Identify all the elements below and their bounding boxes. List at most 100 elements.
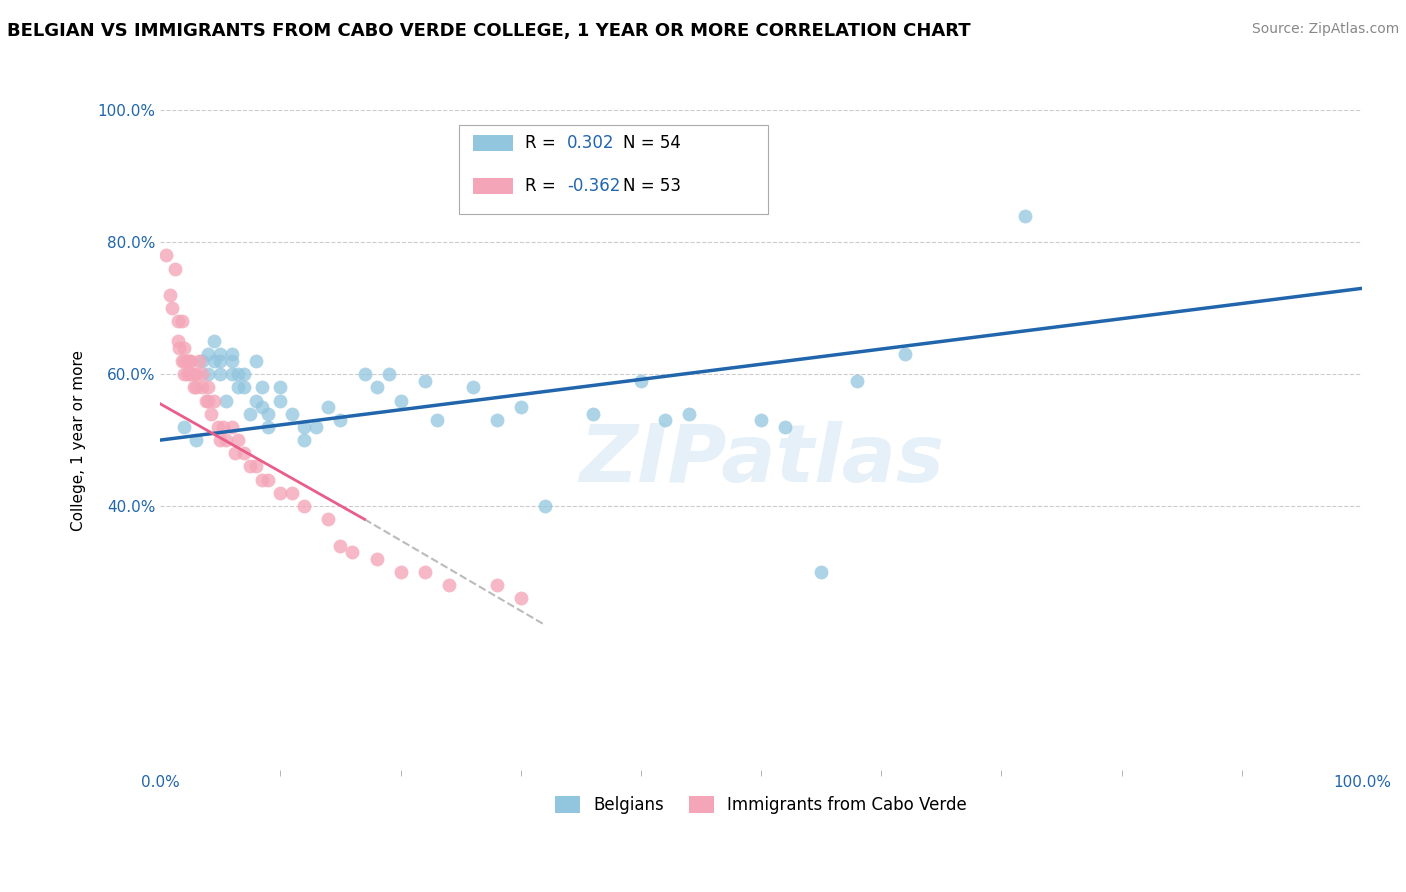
- Point: [773, 420, 796, 434]
- Point: [329, 539, 352, 553]
- Point: [202, 354, 225, 368]
- Point: [186, 380, 208, 394]
- Point: [461, 380, 484, 394]
- Point: [191, 354, 214, 368]
- Point: [173, 420, 195, 434]
- Point: [209, 354, 232, 368]
- Point: [215, 393, 238, 408]
- Text: BELGIAN VS IMMIGRANTS FROM CABO VERDE COLLEGE, 1 YEAR OR MORE CORRELATION CHART: BELGIAN VS IMMIGRANTS FROM CABO VERDE CO…: [7, 22, 970, 40]
- Point: [155, 248, 177, 262]
- Point: [215, 433, 238, 447]
- Point: [228, 380, 250, 394]
- Point: [239, 407, 262, 421]
- Point: [749, 413, 772, 427]
- Point: [183, 380, 205, 394]
- Point: [437, 578, 460, 592]
- Point: [224, 446, 246, 460]
- Point: [176, 354, 198, 368]
- Text: N = 54: N = 54: [623, 134, 681, 152]
- Point: [179, 354, 201, 368]
- Point: [200, 407, 222, 421]
- Point: [197, 380, 219, 394]
- Point: [366, 380, 388, 394]
- Point: [678, 407, 700, 421]
- Point: [228, 433, 250, 447]
- Point: [318, 400, 340, 414]
- Point: [207, 420, 229, 434]
- Point: [169, 341, 191, 355]
- Point: [257, 473, 280, 487]
- Point: [281, 407, 304, 421]
- Point: [1014, 209, 1036, 223]
- Point: [170, 314, 193, 328]
- Point: [269, 380, 291, 394]
- Point: [194, 393, 217, 408]
- Point: [221, 420, 243, 434]
- Point: [202, 393, 225, 408]
- Point: [281, 486, 304, 500]
- Point: [167, 314, 190, 328]
- Text: ZIPatlas: ZIPatlas: [579, 421, 943, 499]
- Point: [342, 545, 364, 559]
- Text: R =: R =: [524, 134, 561, 152]
- Point: [377, 367, 399, 381]
- Point: [183, 367, 205, 381]
- Point: [233, 367, 256, 381]
- Point: [846, 374, 869, 388]
- Point: [173, 354, 195, 368]
- Point: [228, 367, 250, 381]
- Point: [233, 446, 256, 460]
- Point: [209, 347, 232, 361]
- Point: [160, 301, 183, 315]
- Point: [186, 367, 208, 381]
- Point: [1206, 90, 1229, 104]
- Point: [239, 459, 262, 474]
- Point: [221, 354, 243, 368]
- Point: [173, 367, 195, 381]
- Text: 0.302: 0.302: [567, 134, 614, 152]
- Point: [170, 354, 193, 368]
- Point: [197, 367, 219, 381]
- Point: [366, 552, 388, 566]
- Point: [269, 393, 291, 408]
- Point: [202, 334, 225, 348]
- Text: R =: R =: [524, 177, 561, 194]
- Point: [221, 367, 243, 381]
- Point: [257, 420, 280, 434]
- Point: [167, 334, 190, 348]
- Point: [191, 380, 214, 394]
- Point: [305, 420, 328, 434]
- Point: [533, 499, 555, 513]
- Legend: Belgians, Immigrants from Cabo Verde: Belgians, Immigrants from Cabo Verde: [548, 789, 974, 821]
- Point: [894, 347, 917, 361]
- Point: [173, 341, 195, 355]
- Point: [630, 374, 652, 388]
- Point: [191, 367, 214, 381]
- Point: [654, 413, 676, 427]
- Point: [186, 433, 208, 447]
- Point: [209, 433, 232, 447]
- Text: -0.362: -0.362: [567, 177, 620, 194]
- Point: [245, 393, 267, 408]
- Text: Source: ZipAtlas.com: Source: ZipAtlas.com: [1251, 22, 1399, 37]
- Point: [197, 347, 219, 361]
- Point: [294, 433, 316, 447]
- Point: [294, 499, 316, 513]
- Point: [426, 413, 449, 427]
- Point: [485, 413, 508, 427]
- Point: [187, 354, 209, 368]
- Point: [269, 486, 291, 500]
- Point: [211, 420, 233, 434]
- Point: [389, 393, 412, 408]
- Point: [159, 288, 181, 302]
- Point: [389, 565, 412, 579]
- Point: [245, 459, 267, 474]
- Point: [294, 420, 316, 434]
- Point: [252, 380, 274, 394]
- Point: [209, 367, 232, 381]
- Point: [179, 367, 201, 381]
- Point: [810, 565, 832, 579]
- Point: [329, 413, 352, 427]
- Point: [509, 591, 531, 606]
- Point: [252, 400, 274, 414]
